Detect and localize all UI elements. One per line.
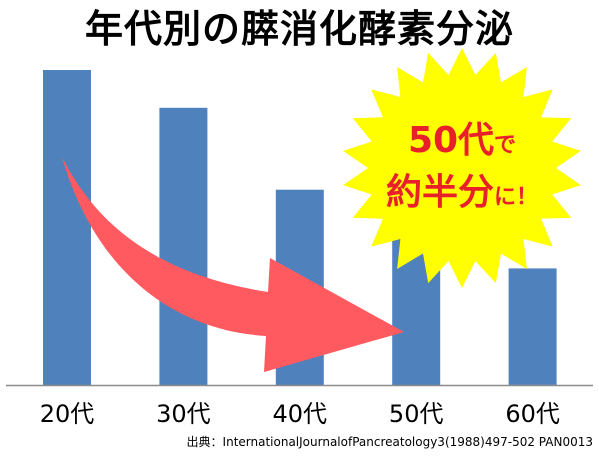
- starburst-callout: [343, 48, 581, 288]
- callout-line: 50代で: [408, 120, 516, 161]
- x-tick-label: 60代: [505, 400, 560, 428]
- callout-particle-text: で: [494, 133, 516, 158]
- x-tick-label: 30代: [156, 400, 211, 428]
- callout-suffix-text: に！: [494, 185, 538, 210]
- callout-half-text: 約半分: [386, 172, 494, 213]
- x-tick-label: 40代: [273, 400, 328, 428]
- callout-line: 約半分に！: [386, 172, 538, 213]
- bar-30代: [159, 107, 208, 386]
- source-citation: 出典：InternationalJournalofPancreatology3(…: [186, 435, 593, 449]
- trend-arrow: [62, 157, 404, 372]
- bars-group: [43, 70, 557, 386]
- bar-60代: [508, 268, 557, 385]
- bar-20代: [43, 70, 91, 385]
- x-tick-label: 50代: [389, 400, 444, 428]
- callout-age-text: 50代: [408, 120, 494, 161]
- x-tick-label: 20代: [40, 400, 95, 428]
- chart-title: 年代別の膵消化酵素分泌: [84, 7, 514, 51]
